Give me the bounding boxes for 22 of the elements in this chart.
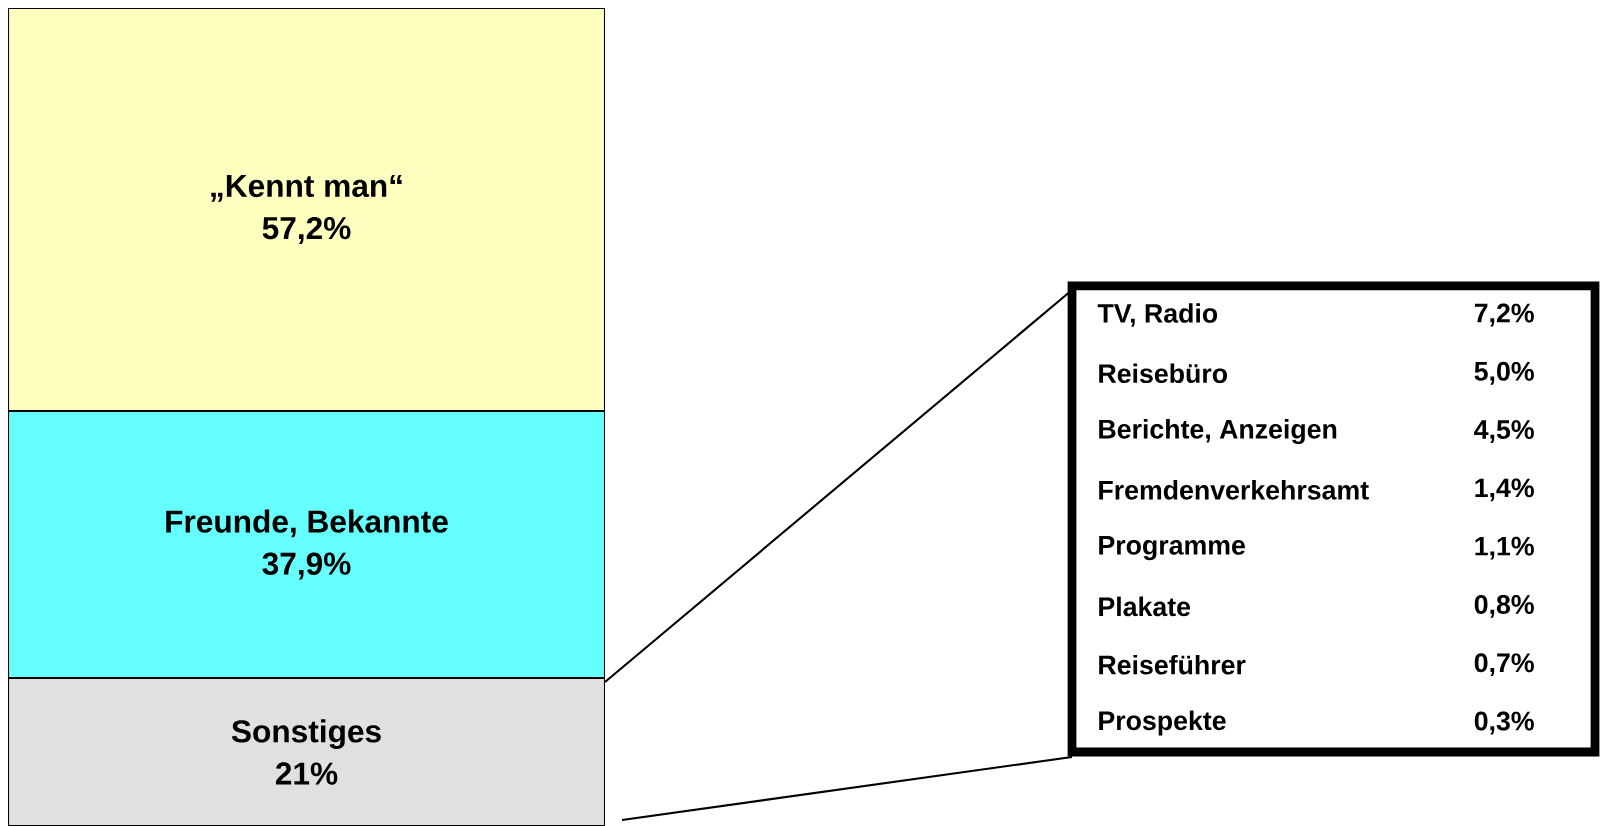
text: 7,2% (1474, 303, 1534, 327)
category-label: Reiseführer (1099, 654, 1246, 675)
data-label: 37,9% (262, 552, 351, 580)
text: 0,7% (1474, 653, 1534, 677)
category-label: Programme (1099, 536, 1245, 561)
category-label: Berichte, Anzeigen (1099, 419, 1337, 445)
category-label: Prospekte (1099, 710, 1226, 736)
text: 0,3% (1474, 711, 1534, 735)
series-label: Sonstiges (231, 719, 381, 749)
category-label: Fremdenverkehrsamt (1099, 480, 1369, 500)
data-label: 21% (275, 762, 338, 785)
text: 5,0% (1474, 361, 1534, 385)
category-label: Reisebüro (1099, 363, 1227, 384)
text: 1,1% (1475, 536, 1534, 560)
series-label: Freunde, Bekannte (166, 509, 448, 538)
category-label: TV, Radio (1097, 303, 1218, 327)
series-label: „Kennt man“ (211, 175, 402, 202)
data-label: 57,2% (262, 216, 351, 244)
text: 1,4% (1475, 478, 1534, 502)
text: 4,5% (1474, 420, 1534, 443)
text: 0,8% (1474, 594, 1534, 618)
category-label: Plakate (1099, 596, 1191, 617)
